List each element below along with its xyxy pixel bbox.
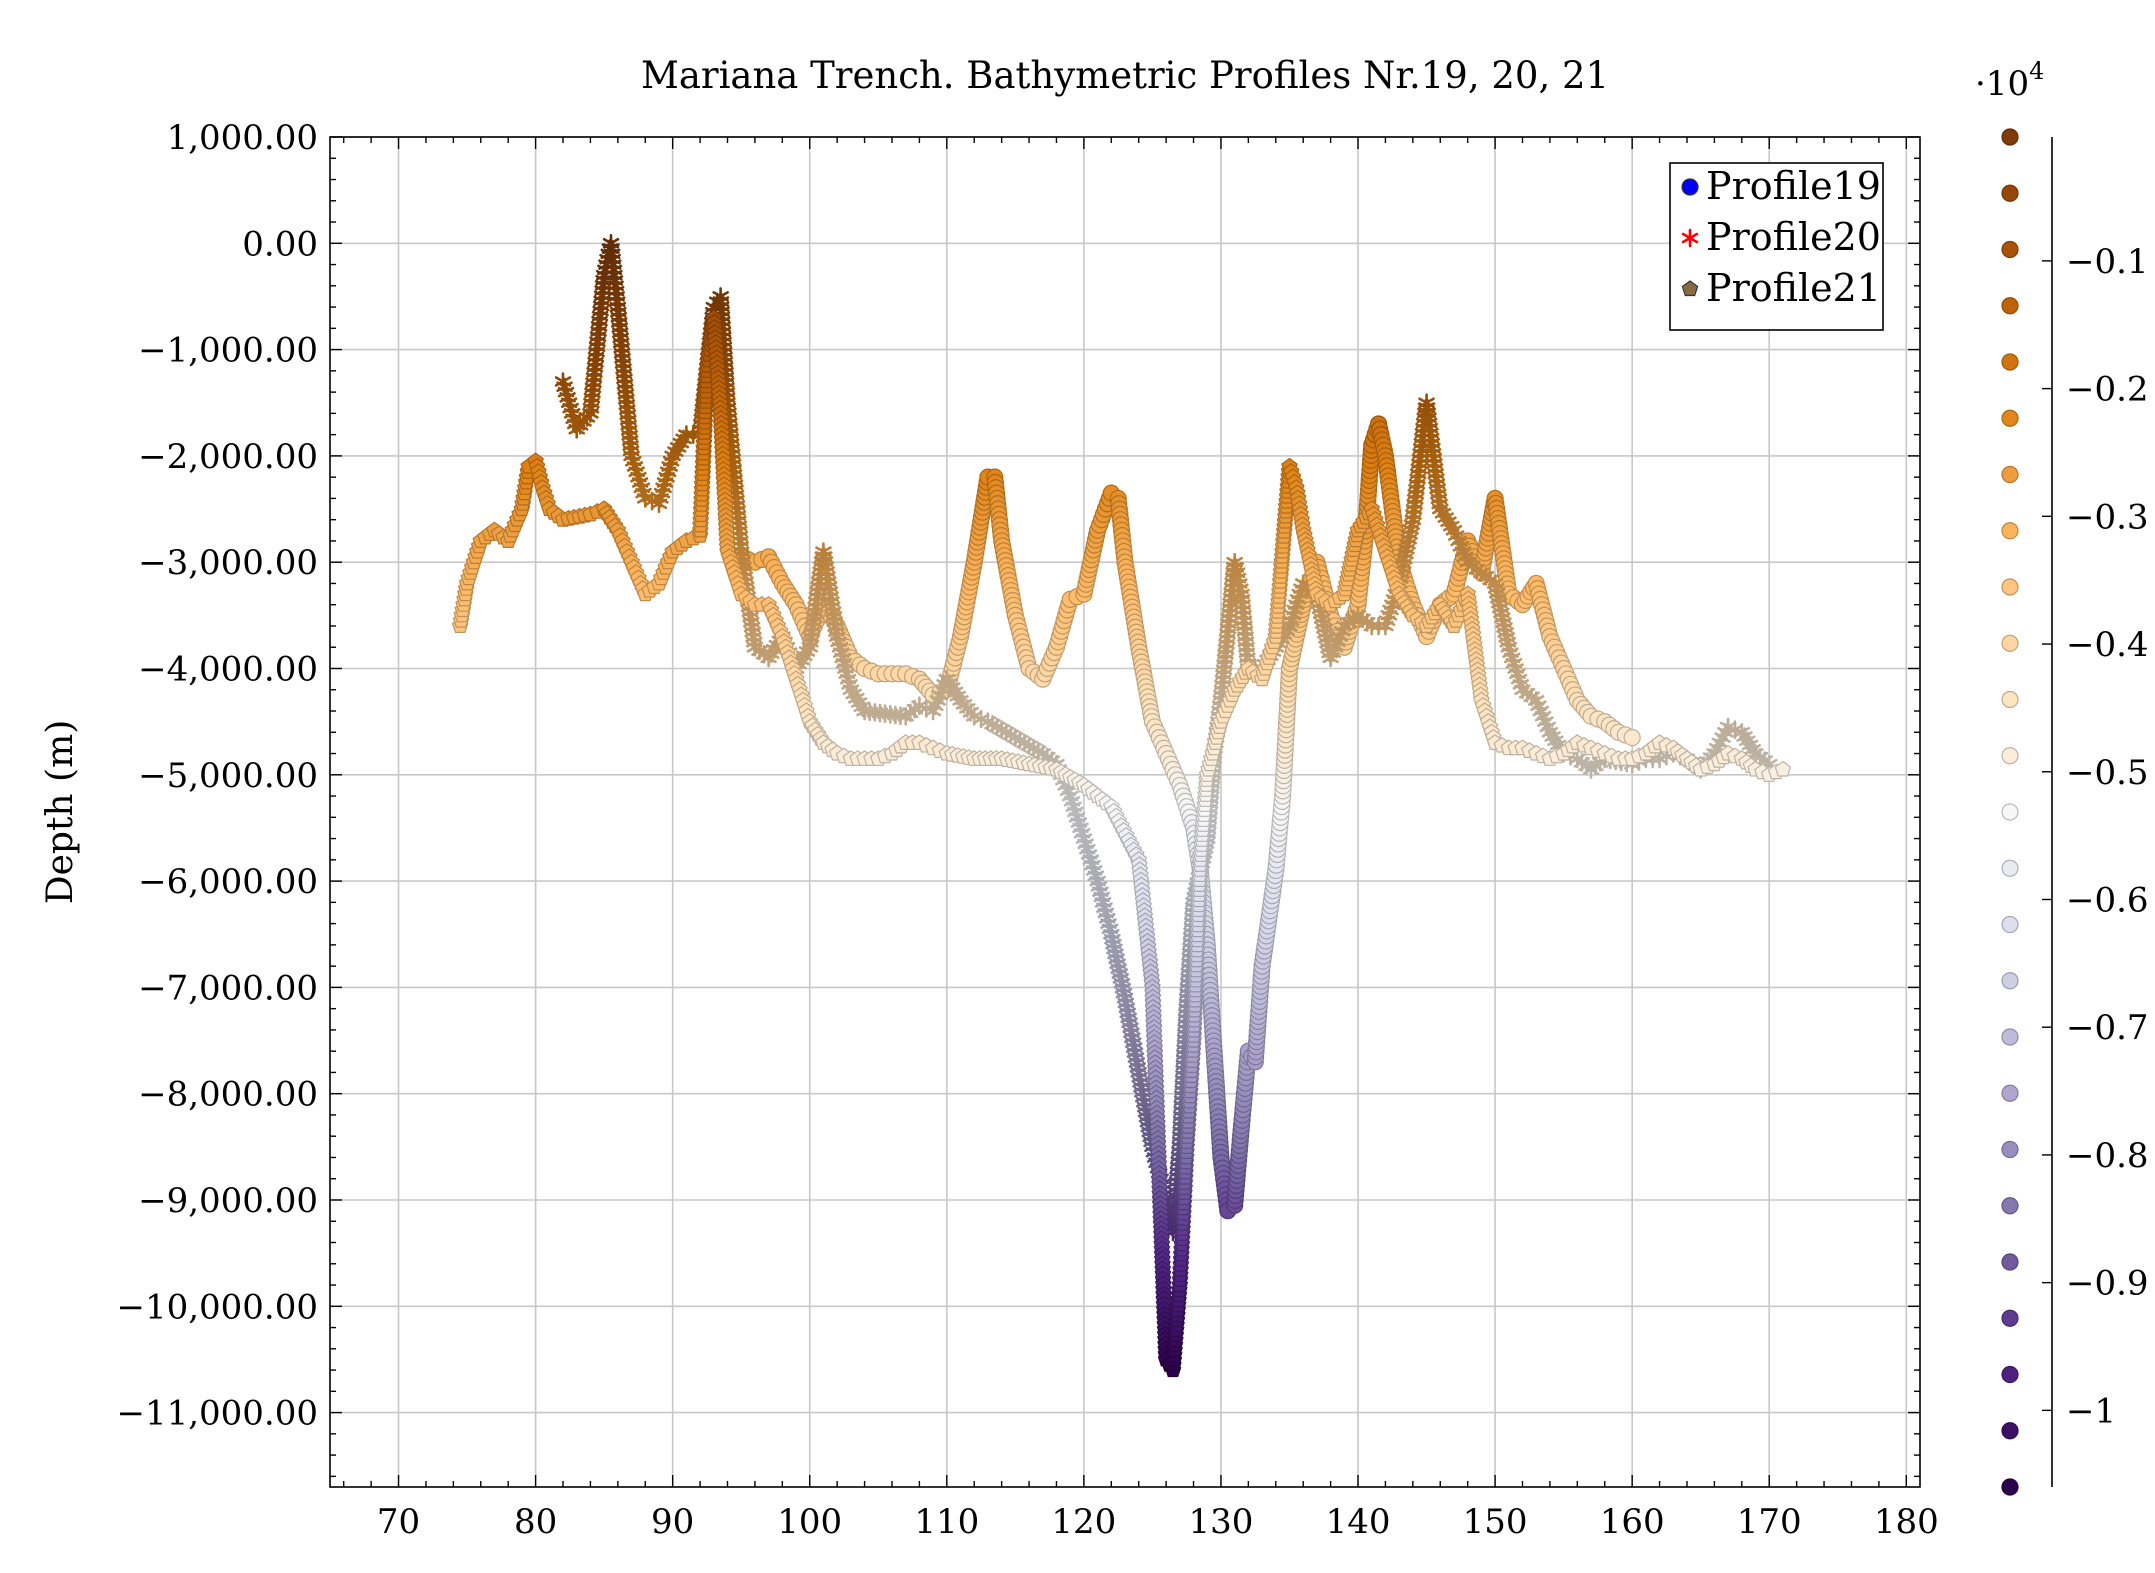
- colorbar-tick-label: −0.3: [2066, 497, 2149, 537]
- colorbar-swatch: [2001, 690, 2019, 709]
- x-tick-label: 160: [1600, 1502, 1665, 1542]
- colorbar-swatch: [2001, 1422, 2019, 1440]
- x-tick-label: 130: [1188, 1502, 1253, 1542]
- y-tick-label: 1,000.00: [167, 118, 318, 158]
- grid: [330, 136, 1920, 1487]
- colorbar-tick-label: −0.9: [2066, 1264, 2149, 1304]
- y-tick-label: −1,000.00: [138, 331, 318, 371]
- x-tick-label: 100: [777, 1502, 842, 1542]
- data-points: [451, 234, 1792, 1378]
- x-tick-label: 110: [914, 1502, 979, 1542]
- legend-marker-Profile21: [1681, 280, 1699, 297]
- colorbar-swatch: [2001, 1084, 2019, 1102]
- tick-labels: 70 80 90 100 110 120 130 140 150 160 170 180 1,000.0…: [116, 118, 1938, 1542]
- colorbar-swatch: [2001, 1197, 2019, 1215]
- data-point: [1774, 760, 1792, 777]
- legend-marker-Profile20: [1681, 228, 1699, 248]
- colorbar-tick-label: −0.6: [2066, 880, 2149, 920]
- y-tick-label: −8,000.00: [138, 1075, 318, 1115]
- colorbar-swatch: [2001, 915, 2019, 934]
- colorbar-tick-label: −0.5: [2066, 753, 2149, 793]
- y-tick-label: −3,000.00: [138, 543, 318, 583]
- colorbar-swatch: [2001, 522, 2019, 540]
- colorbar-swatch: [2001, 1140, 2019, 1159]
- colorbar-swatch: [2001, 297, 2019, 315]
- colorbar-swatch: [2001, 353, 2019, 371]
- legend-label-Profile21: Profile21: [1706, 266, 1881, 310]
- series-Profile21: [451, 308, 1792, 1378]
- colorbar: −0.1 −0.2 −0.3 −0.4 −0.5 −0.6 −0.7 −0.8 −0.9 −1 ·1…: [1975, 57, 2149, 1496]
- colorbar-swatch: [2001, 859, 2019, 877]
- x-tick-label: 170: [1737, 1502, 1802, 1542]
- x-tick-label: 90: [651, 1502, 694, 1542]
- legend-label-Profile20: Profile20: [1706, 215, 1881, 259]
- colorbar-swatch: [2001, 1253, 2019, 1271]
- y-tick-label: −9,000.00: [138, 1181, 318, 1221]
- y-tick-label: −4,000.00: [138, 649, 318, 689]
- colorbar-swatch: [2001, 465, 2019, 484]
- colorbar-tick-label: −0.8: [2066, 1136, 2149, 1176]
- colorbar-swatch: [2001, 409, 2019, 427]
- legend-box: [1669, 162, 1884, 331]
- x-tick-label: 150: [1463, 1502, 1528, 1542]
- colorbar-multiplier-exponent: 4: [2029, 57, 2044, 85]
- colorbar-swatch: [2001, 1309, 2019, 1327]
- colorbar-swatch: [2001, 184, 2019, 202]
- colorbar-swatch: [2001, 972, 2019, 990]
- data-point: [1623, 728, 1641, 747]
- y-tick-label: −5,000.00: [138, 756, 318, 796]
- y-tick-label: −10,000.00: [116, 1287, 318, 1327]
- colorbar-tick-label: −0.4: [2066, 625, 2149, 665]
- legend-marker-Profile19: [1681, 178, 1699, 196]
- y-tick-label: 0.00: [242, 224, 318, 264]
- colorbar-swatch: [2001, 240, 2019, 259]
- x-tick-label: 140: [1326, 1502, 1391, 1542]
- y-tick-label: −7,000.00: [138, 968, 318, 1008]
- colorbar-tick-label: −0.1: [2066, 242, 2149, 282]
- colorbar-tick-label: −1: [2066, 1391, 2116, 1431]
- plot-frame: [329, 136, 1921, 1488]
- x-tick-label: 70: [377, 1502, 420, 1542]
- chart-title: Mariana Trench. Bathymetric Profiles Nr.…: [641, 54, 1609, 97]
- x-tick-label: 80: [514, 1502, 557, 1542]
- colorbar-multiplier: ·104: [1975, 57, 2044, 104]
- legend: Profile19 Profile20 Profile21: [1669, 162, 1884, 331]
- y-axis-label: Depth (m): [40, 720, 81, 905]
- colorbar-swatch: [2001, 128, 2019, 146]
- colorbar-swatch: [2001, 747, 2019, 765]
- colorbar-swatch: [2001, 578, 2019, 596]
- x-tick-label: 120: [1051, 1502, 1116, 1542]
- legend-label-Profile19: Profile19: [1706, 164, 1881, 208]
- colorbar-swatch: [2001, 803, 2019, 821]
- colorbar-swatch: [2001, 1478, 2019, 1496]
- y-tick-label: −11,000.00: [116, 1394, 318, 1434]
- y-tick-label: −2,000.00: [138, 437, 318, 477]
- y-tick-label: −6,000.00: [138, 862, 318, 902]
- x-tick-label: 180: [1874, 1502, 1939, 1542]
- colorbar-swatch: [2001, 634, 2019, 652]
- colorbar-tick-label: −0.2: [2066, 370, 2149, 410]
- colorbar-swatch: [2001, 1365, 2019, 1384]
- axis-ticks: [330, 136, 1920, 1487]
- data-marker-interp: [1717, 723, 1734, 742]
- colorbar-swatch: [2001, 1028, 2019, 1046]
- colorbar-tick-label: −0.7: [2066, 1008, 2149, 1048]
